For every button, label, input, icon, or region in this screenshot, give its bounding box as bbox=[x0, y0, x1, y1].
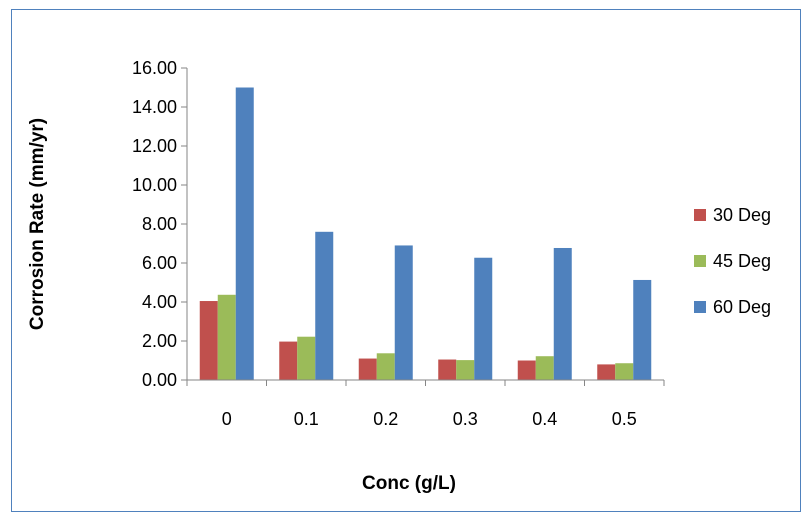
y-tick-label: 0.00 bbox=[142, 370, 177, 390]
legend-label: 45 Deg bbox=[713, 251, 771, 271]
legend-swatch bbox=[694, 301, 706, 313]
x-tick-label: 0.4 bbox=[532, 409, 557, 429]
x-axis-title: Conc (g/L) bbox=[362, 473, 456, 494]
y-tick-label: 12.00 bbox=[132, 136, 177, 156]
y-tick-label: 2.00 bbox=[142, 331, 177, 351]
bar-60-deg bbox=[474, 257, 493, 380]
bar-45-deg bbox=[376, 353, 395, 380]
x-tick-label: 0 bbox=[222, 409, 232, 429]
bar-60-deg bbox=[394, 245, 413, 380]
bar-45-deg bbox=[535, 356, 554, 380]
x-tick-label: 0.1 bbox=[294, 409, 319, 429]
bar-30-deg bbox=[438, 359, 457, 380]
bar-45-deg bbox=[297, 336, 316, 380]
legend-label: 60 Deg bbox=[713, 297, 771, 317]
bar-45-deg bbox=[456, 360, 475, 380]
y-tick-label: 6.00 bbox=[142, 253, 177, 273]
y-tick-label: 10.00 bbox=[132, 175, 177, 195]
bar-30-deg bbox=[358, 358, 377, 380]
bar-30-deg bbox=[199, 301, 218, 380]
y-tick-label: 4.00 bbox=[142, 292, 177, 312]
bars bbox=[199, 87, 652, 380]
x-tick-label: 0.2 bbox=[373, 409, 398, 429]
x-axis-ticks: 0 0.1 0.2 0.3 0.4 0.5 bbox=[186, 380, 665, 429]
bar-60-deg bbox=[633, 279, 652, 380]
legend-swatch bbox=[694, 255, 706, 267]
y-tick-label: 16.00 bbox=[132, 58, 177, 78]
legend-label: 30 Deg bbox=[713, 205, 771, 225]
x-tick-label: 0.3 bbox=[453, 409, 478, 429]
bar-60-deg bbox=[235, 87, 254, 380]
x-tick-label: 0.5 bbox=[612, 409, 637, 429]
bar-60-deg bbox=[315, 231, 334, 380]
y-tick-label: 14.00 bbox=[132, 97, 177, 117]
bar-30-deg bbox=[517, 360, 536, 380]
y-tick-label: 8.00 bbox=[142, 214, 177, 234]
y-axis-title: Corrosion Rate (mm/yr) bbox=[27, 118, 48, 330]
legend: 30 Deg 45 Deg 60 Deg bbox=[694, 205, 771, 317]
y-axis-ticks: 0.00 2.00 4.00 6.00 8.00 10.00 12.00 14.00 16.00 bbox=[132, 58, 187, 390]
bar-30-deg bbox=[597, 364, 616, 380]
bar-60-deg bbox=[553, 247, 572, 380]
bar-45-deg bbox=[615, 363, 634, 380]
bar-45-deg bbox=[217, 294, 236, 380]
bar-30-deg bbox=[279, 341, 298, 380]
legend-swatch bbox=[694, 209, 706, 221]
